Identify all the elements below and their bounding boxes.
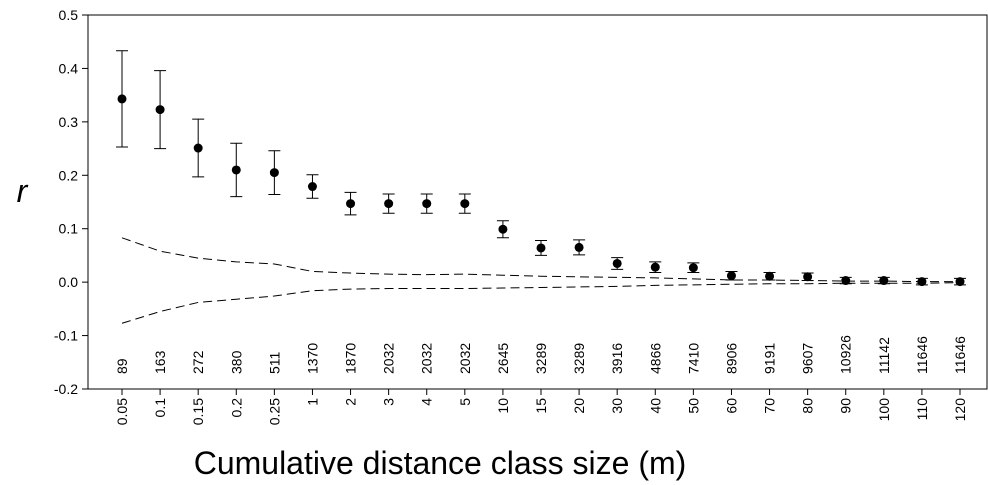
y-tick-label: 0.5 — [59, 7, 79, 23]
point — [346, 199, 356, 209]
sample-size: 89 — [114, 358, 130, 374]
x-tick-label: 0.05 — [114, 398, 130, 425]
point — [231, 165, 241, 175]
y-tick-label: 0.4 — [59, 60, 79, 76]
upper-envelope — [121, 237, 960, 283]
x-tick-label: 20 — [571, 398, 587, 414]
x-tick-label: 100 — [876, 398, 892, 422]
sample-size: 2032 — [419, 343, 435, 374]
point — [460, 199, 470, 209]
sample-size: 8906 — [723, 343, 739, 374]
x-tick-label: 80 — [800, 398, 816, 414]
x-tick-label: 0.2 — [228, 398, 244, 418]
y-tick-label: 0.1 — [59, 221, 79, 237]
sample-size: 272 — [190, 350, 206, 374]
sample-size: 2645 — [495, 343, 511, 374]
x-tick-label: 110 — [914, 398, 930, 421]
y-tick-label: -0.1 — [54, 328, 78, 344]
x-tick-label: 4 — [419, 398, 435, 406]
x-tick-label: 1 — [304, 398, 320, 406]
x-tick-label: 3 — [381, 398, 397, 406]
sample-size: 1870 — [343, 343, 359, 374]
sample-size: 511 — [266, 351, 282, 374]
sample-size: 1370 — [304, 343, 320, 374]
x-tick-label: 50 — [685, 398, 701, 414]
sample-size: 10926 — [838, 335, 854, 374]
sample-size: 3289 — [533, 343, 549, 374]
point — [307, 182, 317, 192]
x-tick-label: 70 — [762, 398, 778, 414]
x-tick-label: 90 — [838, 398, 854, 414]
x-tick-label: 30 — [609, 398, 625, 414]
y-axis-label: r — [17, 173, 29, 209]
sample-size: 3916 — [609, 343, 625, 374]
point — [536, 243, 546, 253]
point — [155, 105, 165, 115]
x-tick-label: 0.25 — [266, 398, 282, 425]
x-tick-label: 2 — [343, 398, 359, 406]
sample-size: 11142 — [876, 337, 892, 374]
point — [612, 258, 622, 268]
sample-size: 11646 — [952, 336, 968, 374]
sample-size: 2032 — [381, 343, 397, 374]
sample-size: 3289 — [571, 343, 587, 374]
sample-size: 380 — [228, 350, 244, 374]
sample-size: 11646 — [914, 336, 930, 374]
y-tick-label: 0.0 — [59, 274, 79, 290]
lower-envelope — [121, 282, 961, 324]
y-tick-label: 0.2 — [59, 167, 79, 183]
point — [650, 262, 660, 272]
point — [422, 199, 432, 209]
point — [917, 277, 927, 287]
point — [726, 271, 736, 281]
x-tick-label: 40 — [647, 398, 663, 414]
x-tick-label: 0.1 — [152, 398, 168, 418]
x-axis-label: Cumulative distance class size (m) — [194, 445, 687, 481]
point — [765, 271, 775, 281]
sample-size: 9607 — [800, 343, 816, 374]
plot-frame — [87, 14, 988, 390]
sample-size: 163 — [152, 350, 168, 374]
point — [955, 277, 965, 287]
x-tick-label: 10 — [495, 398, 511, 414]
x-tick-label: 60 — [723, 398, 739, 414]
point — [803, 272, 813, 282]
x-tick-label: 0.15 — [190, 398, 206, 425]
sample-size: 4866 — [647, 343, 663, 374]
x-tick-label: 120 — [952, 398, 968, 422]
point — [117, 94, 127, 104]
x-tick-label: 15 — [533, 398, 549, 414]
point — [574, 242, 584, 252]
point — [879, 276, 889, 286]
sample-size: 7410 — [685, 343, 701, 374]
point — [193, 143, 203, 153]
x-tick-label: 5 — [457, 398, 473, 406]
y-tick-label: -0.2 — [54, 381, 78, 397]
point — [269, 168, 279, 178]
point — [498, 224, 508, 234]
point — [384, 199, 394, 209]
y-tick-label: 0.3 — [59, 114, 79, 130]
sample-size: 2032 — [457, 343, 473, 374]
point — [688, 263, 698, 273]
point — [841, 276, 851, 286]
sample-size: 9191 — [762, 343, 778, 374]
